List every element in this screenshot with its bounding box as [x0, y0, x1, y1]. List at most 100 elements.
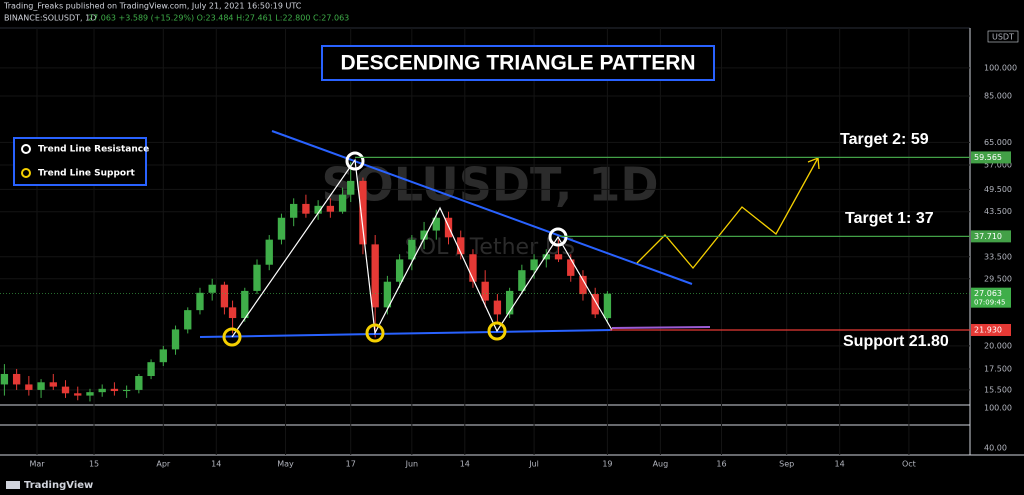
candle-body [171, 329, 180, 350]
resistance-touch [548, 227, 568, 247]
legend-marker [21, 168, 31, 178]
candle-body [98, 388, 106, 393]
candle-body [505, 290, 514, 315]
candle-body [159, 349, 167, 363]
candle-body [408, 239, 416, 260]
candle-body [74, 393, 82, 396]
y-tick-label: 43.500 [984, 207, 1012, 216]
candle-body [420, 230, 428, 240]
price-label-bg [971, 287, 1011, 308]
title-box [321, 45, 715, 81]
candle-body [86, 392, 94, 396]
candle-body [25, 384, 33, 390]
y-tick-label: 17.500 [984, 364, 1012, 373]
y-tick-label: 33.500 [984, 252, 1012, 261]
candle-body [220, 284, 229, 308]
y-tick-label: 100.000 [984, 63, 1017, 72]
annotation: Target 2: 59 [840, 131, 929, 148]
candle-body [241, 290, 249, 319]
price-label: 27.063 [974, 289, 1002, 298]
x-tick-label: 14 [460, 460, 470, 469]
candle-body [395, 259, 404, 282]
zigzag [231, 158, 613, 338]
annotation: Target 1: 37 [845, 210, 934, 227]
y-tick-label: 20.000 [984, 341, 1012, 350]
x-tick-label: 19 [602, 460, 612, 469]
logo [6, 481, 20, 489]
candle-body [277, 217, 286, 240]
candle-body [49, 382, 57, 387]
candle-body [347, 180, 355, 195]
candle-body [135, 376, 143, 390]
x-tick-label: Mar [29, 460, 45, 469]
y-tick-label: 85.000 [984, 91, 1012, 100]
candle-body [147, 362, 155, 377]
candle-body [253, 264, 261, 291]
watermark: SOLUSDT, 1D [321, 158, 658, 212]
price-label-bg [971, 230, 1011, 243]
legend-entry: Trend Line Resistance [38, 145, 149, 155]
candle-body [314, 205, 322, 214]
price-label: 37.710 [974, 232, 1002, 241]
support-touch [365, 323, 385, 343]
symbol: BINANCE:SOLUSDT, 1D [4, 14, 96, 23]
candle-body [184, 310, 192, 330]
drawings [199, 130, 820, 347]
candle-body [228, 307, 237, 319]
resistance-touch [345, 151, 365, 171]
projection [636, 157, 819, 270]
x-tick-label: 17 [346, 460, 356, 469]
candle-body [208, 284, 216, 293]
candle-body [196, 292, 204, 311]
candle-body [37, 382, 45, 390]
candle-body [518, 270, 526, 291]
y-tick-label: 57.000 [984, 161, 1012, 170]
candle-body [265, 239, 273, 265]
candle-body [338, 194, 347, 212]
candle-body [530, 259, 538, 271]
y-tick-label: 65.000 [984, 138, 1012, 147]
candle-body [371, 244, 379, 308]
currency: USDT [992, 33, 1014, 42]
candle-body [554, 254, 563, 260]
candle-body [457, 237, 465, 255]
candle-body [432, 217, 440, 231]
lower-pane-label: 40.00 [984, 444, 1007, 453]
support-touch [222, 327, 242, 347]
currency-badge [987, 30, 1019, 43]
candle-body [290, 203, 298, 218]
annotation: Support 21.80 [843, 333, 949, 350]
candle-body [542, 254, 550, 260]
x-tick-label: Oct [902, 460, 916, 469]
x-tick-label: Sep [779, 460, 794, 469]
x-tick-label: May [277, 460, 294, 469]
candle-body [326, 205, 335, 212]
candle-body [603, 293, 612, 319]
plot [0, 28, 970, 455]
quote: 27.063 +3.589 (+15.29%) O:23.484 H:27.46… [88, 14, 349, 23]
x-tick-label: 14 [835, 460, 845, 469]
candle-body [383, 281, 392, 308]
candle-body [110, 388, 119, 392]
candle-body [122, 389, 131, 392]
candle-body [591, 294, 599, 315]
candle-body [302, 203, 310, 214]
publisher: Trading_Freaks published on TradingView.… [3, 2, 302, 11]
candle-body [12, 373, 21, 385]
price-label: 21.930 [974, 325, 1002, 334]
legend-box [13, 137, 147, 186]
candle-body [567, 259, 575, 276]
y-tick-label: 49.500 [984, 185, 1012, 194]
candle-body [481, 281, 489, 301]
support-line [199, 329, 613, 338]
countdown: 07:09:45 [974, 299, 1005, 307]
y-tick-label: 15.500 [984, 385, 1012, 394]
x-tick-label: Jun [405, 460, 419, 469]
x-tick-label: Jul [528, 460, 539, 469]
legend-marker [21, 144, 31, 154]
candle-body [579, 275, 587, 295]
price-label-bg [971, 323, 1011, 336]
x-tick-label: Aug [653, 460, 669, 469]
support-touch [487, 321, 507, 341]
